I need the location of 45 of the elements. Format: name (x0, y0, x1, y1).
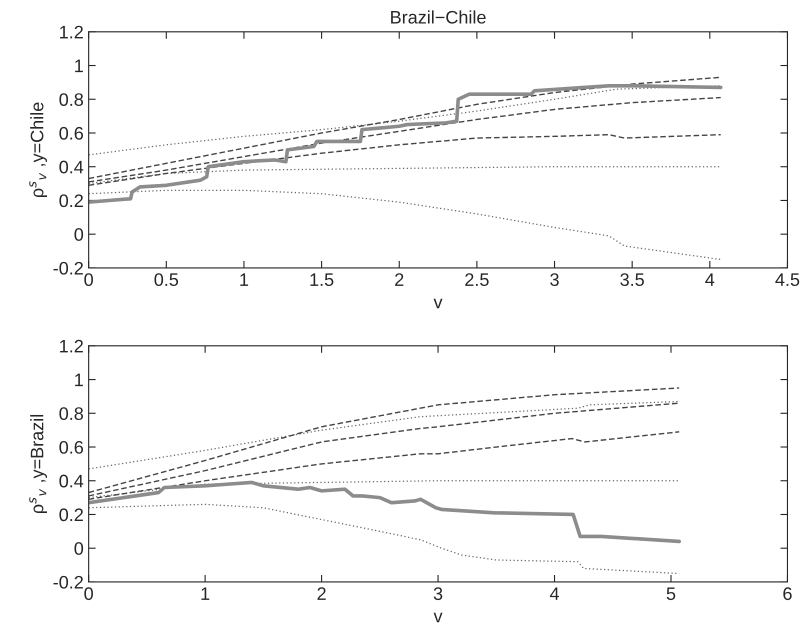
y-axis-title: ρ$^{s}$$_{v}$ ,y=Chile (29, 102, 47, 197)
x-tick-label: 5 (666, 587, 676, 600)
line-series (88, 480, 681, 544)
x-tick-label: 2 (317, 587, 326, 600)
y-tick-label: -0.2 (53, 262, 83, 275)
y-tick-label: 1.2 (60, 340, 83, 352)
y-axis-title: ρ$^{s}$$_{v}$ ,y=Brazil (29, 414, 47, 514)
x-tick-label: 3 (550, 273, 559, 286)
y-tick-label: 0.6 (59, 440, 84, 454)
y-tick-label: 1.2 (60, 26, 83, 38)
line-series (88, 400, 680, 470)
line-series (88, 166, 722, 184)
y-tick-label: 0.8 (59, 407, 84, 420)
x-tick-label: 4.5 (775, 273, 800, 286)
x-axis-title: v (434, 298, 443, 308)
chart-title: Brazil−Chile (391, 10, 486, 24)
y-tick-label: 0.2 (59, 194, 83, 208)
x-tick-label: 4 (550, 587, 560, 600)
line-series (88, 387, 680, 494)
y-tick-label: 0.8 (59, 93, 84, 106)
x-tick-label: 4 (705, 273, 714, 286)
x-tick-label: 1 (240, 273, 248, 286)
line-series (88, 190, 722, 260)
y-tick-label: 1 (75, 60, 83, 72)
y-tick-label: 0.2 (59, 508, 83, 522)
y-tick-label: 0.4 (59, 160, 84, 174)
y-tick-label: -0.2 (53, 576, 83, 589)
x-tick-label: 0.5 (154, 273, 178, 286)
x-tick-label: 2.5 (465, 273, 489, 286)
x-tick-label: 3 (434, 587, 442, 600)
x-tick-label: 1.5 (310, 273, 334, 286)
y-tick-label: 0 (74, 228, 84, 241)
y-tick-label: 0 (74, 542, 84, 555)
x-tick-label: 0 (84, 273, 93, 286)
y-tick-label: 1 (75, 374, 83, 386)
x-tick-label: 0 (84, 587, 93, 600)
y-tick-label: 0.4 (59, 474, 84, 488)
x-tick-label: 1 (201, 587, 210, 600)
y-tick-label: 0.6 (59, 126, 84, 140)
x-tick-label: 6 (783, 587, 792, 600)
line-series (88, 76, 722, 180)
x-tick-label: 3.5 (620, 273, 644, 286)
line-series (88, 85, 722, 156)
x-tick-label: 2 (395, 273, 404, 286)
x-axis-title: v (434, 612, 443, 622)
